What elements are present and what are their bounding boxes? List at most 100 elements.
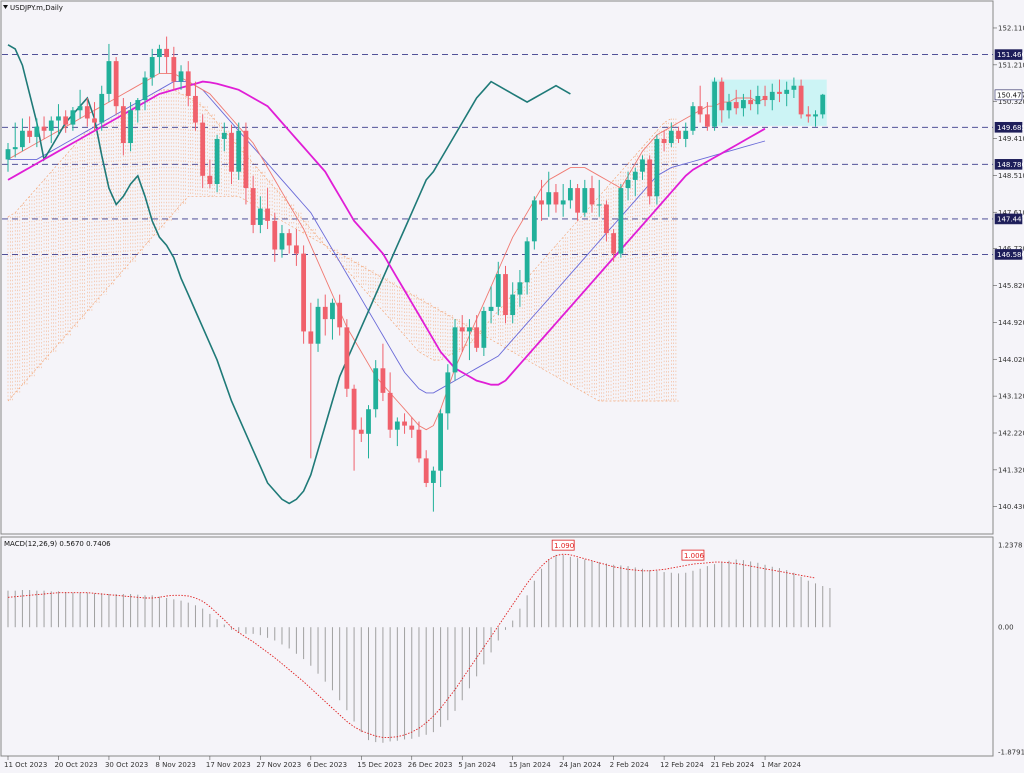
candle-body (567, 188, 573, 201)
date-tick-label: 15 Jan 2024 (509, 761, 552, 769)
candle-body (784, 89, 790, 94)
main-panel-frame (0, 0, 994, 535)
candle-body (438, 413, 443, 471)
horizontal-levels (2, 54, 993, 255)
candle-body (510, 294, 516, 316)
price-label: 146.580 (997, 251, 1024, 259)
candle-body (459, 327, 465, 332)
collapse-triangle-icon[interactable] (3, 5, 8, 9)
macd-peak-label: 1.090 (554, 542, 574, 550)
candle-body (149, 57, 155, 78)
candle-body (358, 429, 364, 434)
candle-body (322, 306, 328, 320)
candle-body (315, 306, 321, 344)
candle-body (409, 425, 415, 430)
candle-body (553, 192, 559, 205)
candle-body (171, 57, 177, 82)
candle-body (712, 81, 717, 127)
candle-body (394, 421, 400, 430)
candle-body (726, 102, 732, 111)
candles (5, 36, 826, 512)
price-label-box (994, 249, 1023, 260)
candle-body (467, 327, 472, 332)
candle-body (647, 159, 653, 197)
candle-body (813, 114, 818, 117)
candle-body (481, 310, 487, 348)
candle-body (366, 409, 371, 434)
candle-body (128, 110, 133, 144)
price-tick-label: 144.020 (998, 356, 1024, 364)
candle-body (632, 171, 638, 180)
date-tick-label: 11 Oct 2023 (4, 761, 47, 769)
price-label-box (994, 213, 1023, 225)
tenkan-line (8, 81, 766, 394)
date-tick-label: 20 Oct 2023 (54, 761, 97, 769)
candle-body (452, 327, 458, 373)
candle-body (676, 130, 681, 139)
candle-body (539, 200, 544, 205)
candle-body (5, 149, 11, 160)
date-tick-label: 5 Jan 2024 (458, 761, 496, 769)
price-label: 151.460 (997, 51, 1024, 59)
candle-body (416, 429, 422, 459)
date-tick-label: 27 Nov 2023 (256, 761, 301, 769)
candle-body (380, 368, 386, 393)
indicator-lines (7, 44, 766, 505)
candle-body (193, 95, 198, 123)
price-tick-label: 149.410 (998, 135, 1024, 143)
price-label: 148.780 (997, 161, 1024, 169)
price-tick-label: 142.220 (998, 429, 1024, 437)
candle-body (704, 114, 710, 127)
candle-body (34, 126, 40, 137)
candle-body (279, 233, 285, 250)
candle-body (625, 179, 631, 189)
macd-peak-label: 1.006 (684, 552, 705, 560)
chart-title: USDJPY.m,Daily (10, 4, 63, 12)
candle-body (157, 48, 162, 58)
candle-body (308, 331, 314, 344)
candle-body (337, 302, 343, 328)
candle-body (243, 130, 249, 189)
candle-body (56, 116, 61, 121)
macd-panel-frame (0, 536, 994, 757)
candle-body (546, 192, 552, 205)
candle-body (344, 327, 350, 389)
candle-body (755, 95, 761, 105)
candle-body (611, 233, 617, 254)
candle-body (654, 138, 660, 197)
candle-body (762, 95, 768, 101)
candle-body (113, 61, 119, 107)
candle-body (92, 118, 97, 123)
candle-body (430, 470, 436, 483)
candle-body (294, 245, 299, 254)
candle-body (200, 122, 206, 176)
candle-body (524, 241, 530, 283)
candle-body (27, 130, 33, 137)
macd-tick-label: 1.2378 (998, 542, 1023, 550)
candle-body (63, 116, 69, 125)
candle-body (330, 302, 335, 320)
macd-tick-label: -1.8791 (998, 749, 1024, 757)
date-tick-label: 17 Nov 2023 (206, 761, 251, 769)
price-label: 147.447 (997, 215, 1024, 223)
candle-body (185, 71, 191, 96)
candle-body (373, 368, 379, 410)
candle-body (142, 77, 148, 101)
price-tick-label: 140.430 (998, 503, 1024, 511)
candle-body (387, 392, 393, 430)
candle-body (596, 204, 602, 206)
candle-body (265, 208, 270, 221)
candle-body (769, 91, 775, 101)
price-label-box (994, 49, 1023, 60)
candle-body (474, 327, 480, 348)
price-tick-label: 141.320 (998, 466, 1024, 474)
moving-average-line (7, 80, 766, 386)
candle-body (351, 388, 357, 430)
candle-body (99, 93, 105, 123)
date-tick-label: 6 Dec 2023 (307, 761, 347, 769)
candle-body (820, 94, 826, 115)
date-tick-label: 15 Dec 2023 (357, 761, 402, 769)
candle-body (84, 106, 90, 119)
